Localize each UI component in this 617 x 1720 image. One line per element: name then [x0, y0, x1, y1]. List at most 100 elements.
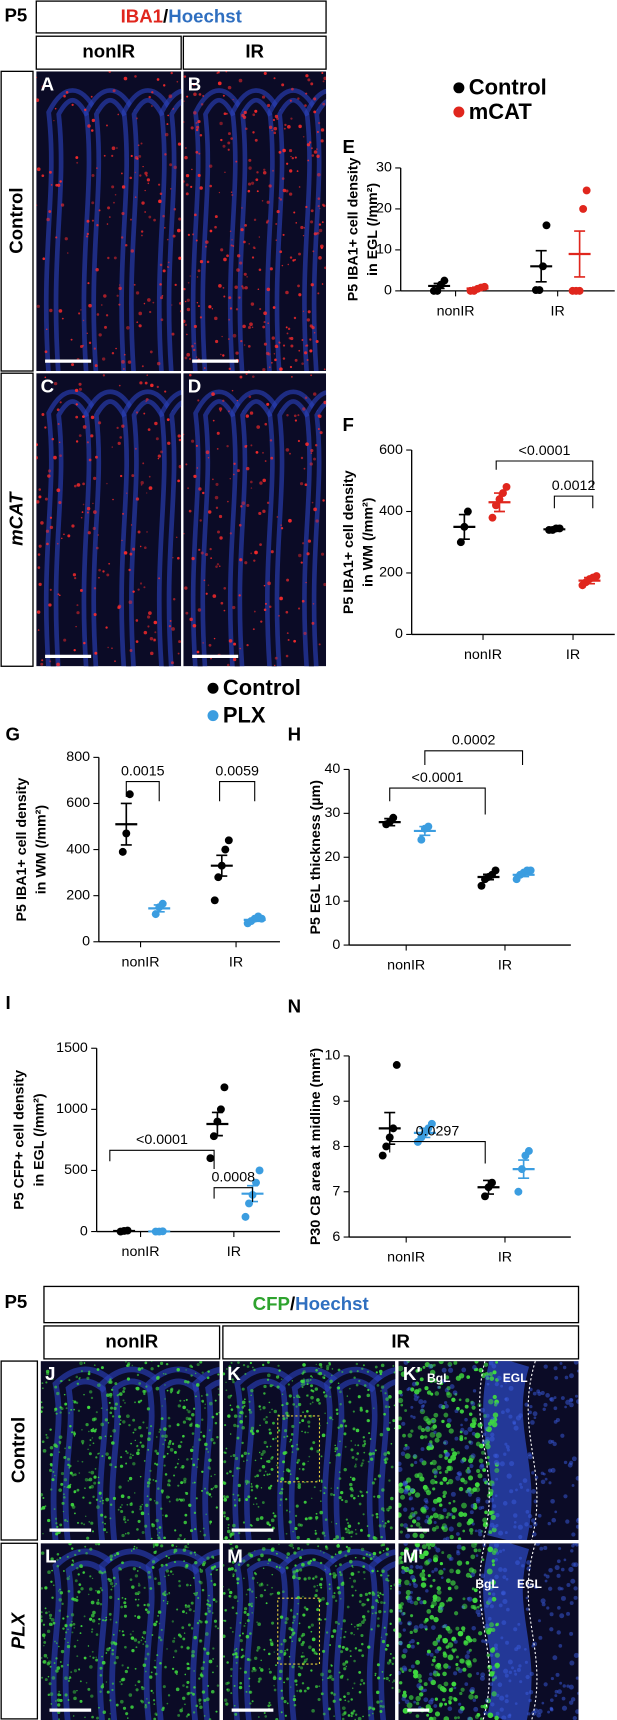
cell	[320, 1692, 324, 1696]
cell	[48, 1682, 52, 1686]
cell	[297, 284, 300, 288]
cell	[321, 203, 325, 207]
folium-core	[372, 1372, 396, 1540]
cell	[300, 1655, 304, 1658]
cell	[136, 1451, 140, 1456]
cell	[177, 652, 180, 655]
cell	[362, 1444, 366, 1448]
cell	[388, 1659, 392, 1662]
cell	[148, 1575, 152, 1579]
cell	[218, 191, 221, 194]
cell	[140, 230, 144, 233]
cell	[76, 604, 79, 607]
folium-core	[269, 394, 315, 667]
micrograph	[36, 373, 182, 667]
cell	[40, 1611, 43, 1614]
cell	[67, 1699, 70, 1701]
nucleus	[505, 1445, 510, 1449]
cell	[298, 349, 301, 352]
cell	[222, 1538, 224, 1540]
nucleus	[547, 1710, 551, 1714]
nucleus	[444, 1451, 450, 1458]
zoom-box	[277, 1597, 321, 1665]
cell	[374, 1672, 377, 1675]
cell	[43, 1637, 46, 1639]
cell	[377, 1617, 380, 1620]
cell	[139, 1434, 144, 1438]
cell	[86, 232, 90, 236]
cell	[98, 421, 102, 425]
cell	[192, 1446, 194, 1448]
cell	[250, 302, 255, 306]
cell	[293, 1695, 296, 1698]
cell	[229, 307, 233, 310]
cell	[98, 1570, 102, 1574]
cell	[122, 1420, 126, 1424]
cell	[311, 1637, 316, 1642]
cell	[286, 578, 290, 582]
cell	[264, 602, 267, 605]
nucleus	[449, 1384, 455, 1390]
cell	[67, 1457, 71, 1461]
error-bar	[548, 527, 560, 532]
cell	[412, 1519, 417, 1524]
p-value: 0.0015	[121, 763, 165, 779]
nucleus	[458, 1702, 462, 1706]
cell	[146, 492, 148, 494]
cell	[287, 124, 291, 129]
cell	[292, 1574, 296, 1577]
cell	[55, 1657, 58, 1660]
cell	[332, 1699, 336, 1703]
cell	[335, 1454, 338, 1457]
cell	[304, 483, 308, 487]
cell	[105, 314, 109, 317]
nucleus	[485, 1413, 490, 1418]
cell	[240, 1454, 244, 1457]
cell	[187, 1546, 189, 1549]
cell	[442, 1637, 449, 1644]
cell	[155, 1376, 160, 1380]
nucleus	[576, 1517, 579, 1521]
cell	[314, 1532, 318, 1535]
cell	[286, 1677, 289, 1681]
cell	[361, 1602, 365, 1607]
cell	[286, 414, 289, 417]
cell	[323, 1534, 326, 1537]
cell	[100, 1497, 103, 1499]
cell	[421, 1508, 427, 1514]
y-tick-label: 30	[324, 805, 340, 821]
cell	[285, 654, 289, 658]
cell	[378, 1596, 381, 1599]
nucleus	[500, 1636, 504, 1640]
cell	[38, 488, 42, 491]
cell	[366, 1393, 371, 1398]
cell	[162, 1592, 166, 1596]
nucleus	[508, 1670, 513, 1675]
cell	[205, 1513, 208, 1516]
cell	[129, 1502, 133, 1506]
cell	[212, 1598, 216, 1602]
nucleus	[431, 1570, 435, 1574]
cell	[79, 1699, 83, 1703]
cell	[251, 1576, 255, 1580]
cell	[443, 1663, 449, 1669]
cell	[80, 1370, 83, 1373]
nucleus	[402, 1480, 408, 1486]
cell	[272, 306, 276, 309]
cell	[317, 1545, 320, 1548]
cell	[452, 1499, 456, 1503]
nucleus	[444, 1525, 448, 1529]
cell	[471, 1543, 477, 1549]
cell	[262, 509, 266, 513]
cell	[392, 1656, 395, 1660]
nucleus	[452, 1390, 458, 1396]
cell	[386, 1507, 390, 1512]
nucleus	[461, 1605, 465, 1609]
nucleus	[501, 1591, 506, 1596]
nucleus	[551, 1517, 557, 1523]
cell	[106, 1647, 110, 1652]
cell	[314, 444, 318, 447]
cell	[225, 1516, 230, 1521]
cell	[310, 1630, 313, 1633]
cell	[187, 487, 189, 490]
